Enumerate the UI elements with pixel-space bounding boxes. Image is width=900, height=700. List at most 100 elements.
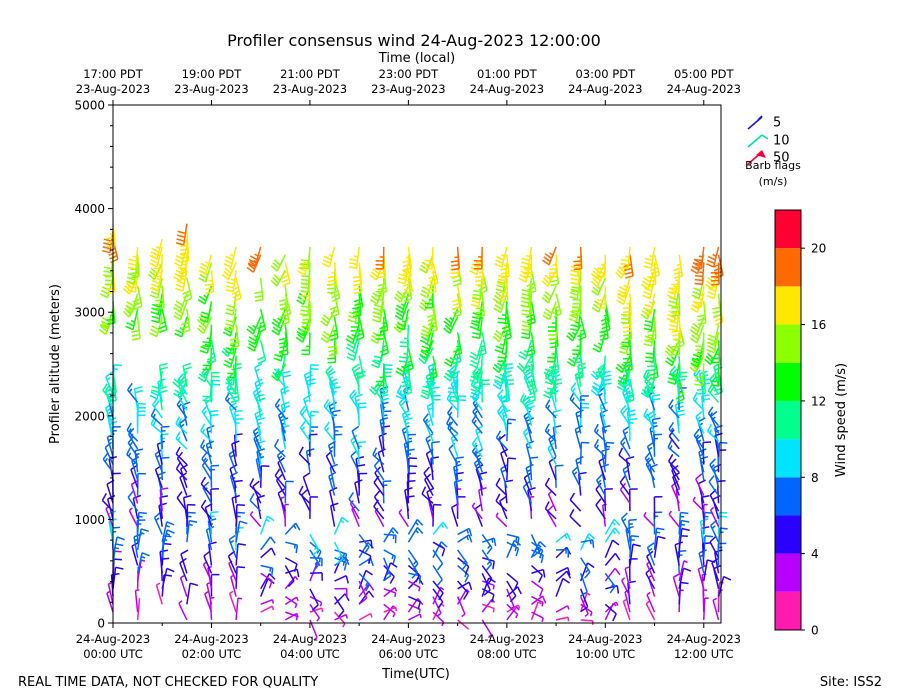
barb-shaft bbox=[210, 489, 213, 512]
barb-full bbox=[644, 339, 653, 343]
barb-full bbox=[301, 325, 310, 328]
barb-half bbox=[437, 612, 442, 617]
barb-full bbox=[689, 366, 697, 373]
barb-full bbox=[199, 318, 208, 323]
barb-full bbox=[452, 298, 461, 303]
top-tick-time: 05:00 PDT bbox=[674, 67, 735, 81]
barb-full bbox=[562, 577, 570, 584]
barb-full bbox=[614, 552, 621, 561]
barb-full bbox=[502, 329, 511, 334]
barb-full bbox=[323, 399, 330, 407]
barb-full bbox=[584, 571, 591, 579]
barb-full bbox=[150, 287, 159, 292]
barb-half bbox=[597, 342, 603, 346]
barb-shaft bbox=[621, 580, 631, 597]
barb-half bbox=[473, 450, 478, 455]
barb-full bbox=[520, 261, 530, 266]
barb-full bbox=[221, 273, 229, 281]
barb-full bbox=[472, 289, 481, 293]
barb-shaft bbox=[506, 606, 518, 621]
barb-half bbox=[597, 479, 602, 484]
barb-full bbox=[690, 268, 698, 275]
barb-full bbox=[493, 378, 502, 384]
barb-half bbox=[201, 444, 206, 449]
wind-barb bbox=[358, 472, 368, 496]
barb-half bbox=[400, 303, 405, 307]
barb-full bbox=[274, 398, 281, 406]
barb-full bbox=[377, 271, 386, 275]
barb-full bbox=[159, 366, 169, 370]
colorbar-bin bbox=[775, 324, 801, 363]
barb-full bbox=[210, 511, 219, 514]
wind-barb bbox=[481, 533, 493, 555]
barb-shaft bbox=[277, 492, 287, 512]
wind-barb bbox=[643, 246, 656, 269]
barb-full bbox=[523, 410, 531, 417]
barb-full bbox=[422, 325, 431, 331]
barb-shaft bbox=[476, 378, 483, 400]
barb-shaft bbox=[506, 540, 515, 559]
wind-barb bbox=[202, 324, 213, 348]
wind-barb bbox=[620, 512, 631, 535]
barb-shaft bbox=[710, 509, 720, 527]
barb-full bbox=[526, 440, 534, 446]
barb-full bbox=[500, 267, 509, 271]
barb-full bbox=[592, 286, 600, 293]
barb-full bbox=[149, 254, 158, 260]
wind-barb bbox=[481, 572, 491, 596]
barb-shaft bbox=[448, 448, 459, 465]
barb-shaft bbox=[703, 535, 706, 558]
barb-full bbox=[183, 366, 192, 371]
wind-barb bbox=[227, 355, 237, 379]
barb-full bbox=[247, 262, 256, 268]
barb-full bbox=[694, 282, 703, 286]
wind-barb bbox=[407, 465, 418, 488]
wind-barb bbox=[625, 378, 635, 404]
wind-barb bbox=[555, 566, 571, 576]
barb-full bbox=[669, 324, 678, 328]
barb-full bbox=[440, 541, 448, 548]
wind-barb bbox=[260, 605, 275, 613]
barb-shaft bbox=[569, 499, 582, 512]
wind-barb bbox=[112, 566, 124, 589]
barb-full bbox=[495, 366, 505, 370]
barb-full bbox=[516, 365, 524, 372]
barb-full bbox=[404, 363, 413, 369]
barb-full bbox=[644, 371, 650, 380]
wind-barb bbox=[455, 456, 464, 481]
barb-full bbox=[570, 265, 580, 270]
barb-shaft bbox=[136, 528, 142, 551]
wind-barb bbox=[112, 536, 125, 558]
barb-full bbox=[693, 428, 700, 436]
barb-shaft bbox=[235, 543, 239, 566]
barb-shaft bbox=[401, 301, 410, 321]
barb-full bbox=[672, 334, 681, 337]
barb-shaft bbox=[200, 483, 213, 497]
barb-full bbox=[542, 277, 550, 284]
barb-shaft bbox=[598, 293, 607, 313]
barb-half bbox=[353, 255, 359, 258]
barb-full bbox=[690, 362, 699, 368]
barb-full bbox=[372, 315, 381, 320]
barb-full bbox=[676, 344, 685, 349]
barb-full bbox=[553, 312, 562, 318]
barb-full bbox=[379, 348, 388, 353]
wind-barb bbox=[653, 496, 663, 519]
wind-barb bbox=[447, 406, 459, 427]
barb-shaft bbox=[231, 443, 237, 465]
barb-shaft bbox=[645, 603, 656, 621]
barb-full bbox=[392, 556, 397, 565]
wind-barb bbox=[133, 386, 144, 411]
barb-full bbox=[133, 301, 142, 307]
wind-barb bbox=[577, 316, 587, 341]
barb-full bbox=[205, 287, 214, 291]
barb-half bbox=[130, 319, 135, 323]
barb-shaft bbox=[407, 527, 419, 543]
barb-full bbox=[446, 373, 455, 378]
wind-barb bbox=[131, 316, 141, 341]
barb-full bbox=[98, 328, 107, 335]
wind-barb bbox=[132, 285, 143, 310]
barb-full bbox=[443, 375, 451, 382]
barb-shaft bbox=[333, 611, 346, 625]
barb-full bbox=[643, 265, 652, 269]
